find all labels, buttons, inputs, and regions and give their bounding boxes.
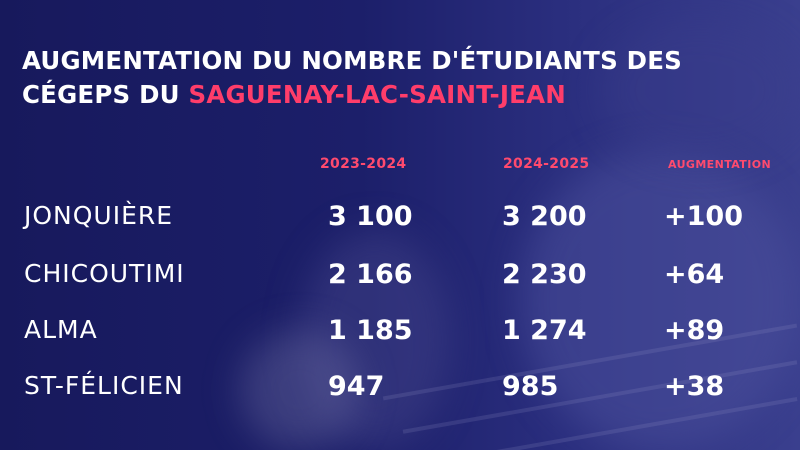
value-increase: +89 xyxy=(664,315,725,346)
value-2024-2025: 2 230 xyxy=(502,259,587,290)
table-row: CHICOUTIMI 2 166 2 230 +64 xyxy=(0,259,800,299)
college-name: CHICOUTIMI xyxy=(24,259,185,288)
value-2024-2025: 985 xyxy=(502,371,559,402)
table-row: JONQUIÈRE 3 100 3 200 +100 xyxy=(0,201,800,241)
value-2023-2024: 2 166 xyxy=(328,259,413,290)
title-line-1: AUGMENTATION DU NOMBRE D'ÉTUDIANTS DES xyxy=(22,46,682,75)
college-name: ST-FÉLICIEN xyxy=(24,371,184,400)
column-header-2023-2024: 2023-2024 xyxy=(320,156,407,172)
title-line-2-prefix: CÉGEPS DU xyxy=(22,80,189,109)
page-title: AUGMENTATION DU NOMBRE D'ÉTUDIANTS DES C… xyxy=(22,44,682,112)
value-2024-2025: 1 274 xyxy=(502,315,587,346)
value-increase: +38 xyxy=(664,371,725,402)
background-photo-figure xyxy=(520,150,800,450)
value-increase: +64 xyxy=(664,259,725,290)
value-2023-2024: 1 185 xyxy=(328,315,413,346)
value-increase: +100 xyxy=(664,201,743,232)
background-photo-figure xyxy=(600,20,800,160)
value-2023-2024: 947 xyxy=(328,371,385,402)
college-name: ALMA xyxy=(24,315,98,344)
table-row: ALMA 1 185 1 274 +89 xyxy=(0,315,800,355)
table-row: ST-FÉLICIEN 947 985 +38 xyxy=(0,371,800,411)
column-header-augmentation: AUGMENTATION xyxy=(668,158,772,171)
value-2024-2025: 3 200 xyxy=(502,201,587,232)
value-2023-2024: 3 100 xyxy=(328,201,413,232)
background-photo-figure xyxy=(300,230,450,450)
background-photo-figure xyxy=(240,330,360,450)
column-header-2024-2025: 2024-2025 xyxy=(503,156,590,172)
college-name: JONQUIÈRE xyxy=(24,201,174,230)
title-line-2-accent: SAGUENAY-LAC-SAINT-JEAN xyxy=(188,80,566,109)
